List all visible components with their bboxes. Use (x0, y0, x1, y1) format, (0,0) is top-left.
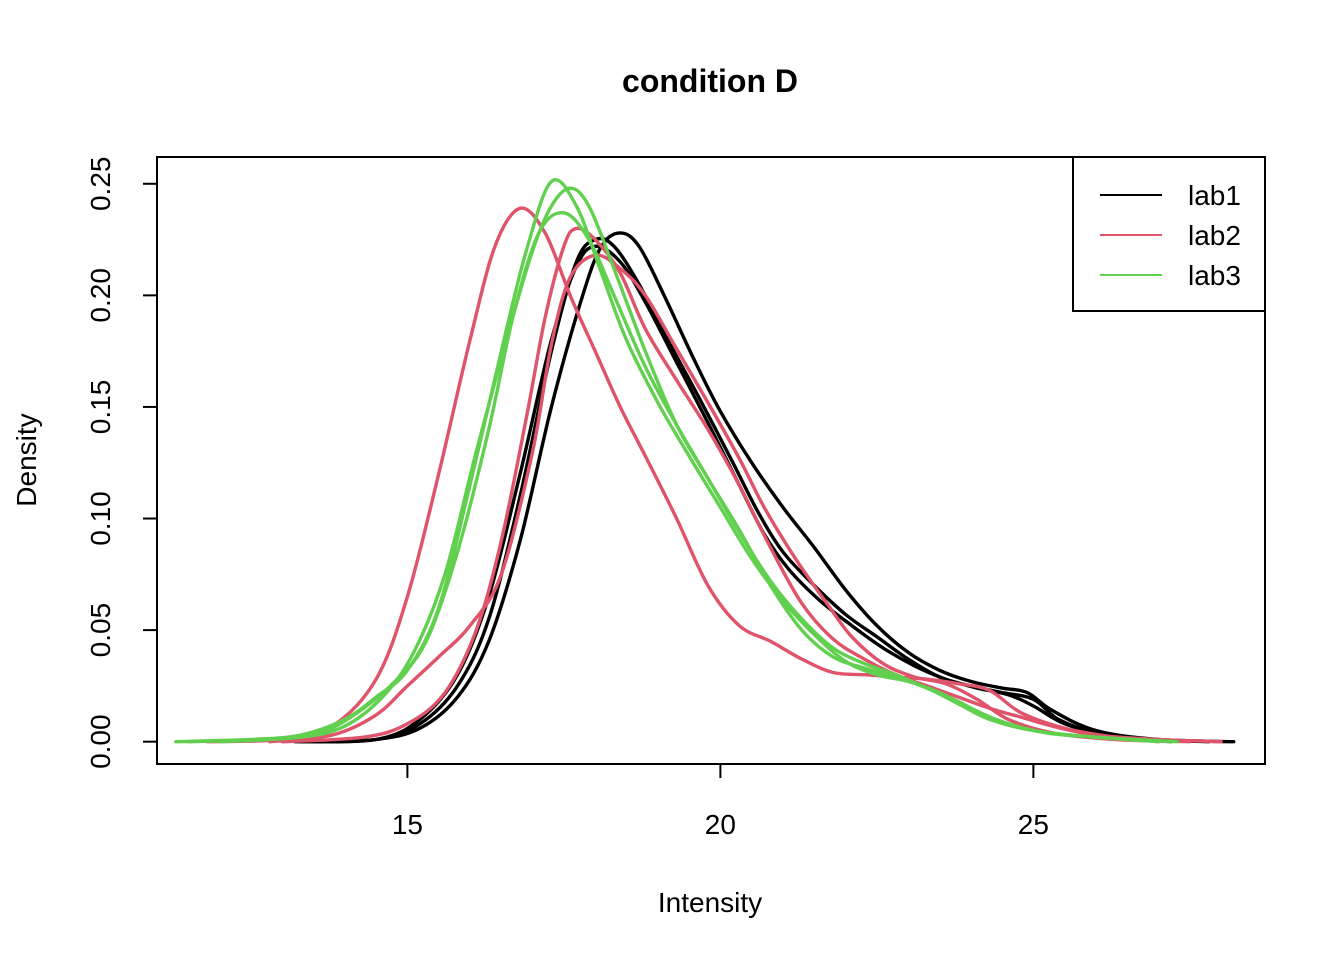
legend-label-lab1: lab1 (1188, 180, 1241, 211)
density-line-lab3-8 (186, 210, 1161, 744)
y-tick-label: 0.10 (85, 491, 116, 546)
density-curves (174, 178, 1236, 744)
x-tick-label: 20 (705, 809, 736, 840)
y-tick-label: 0.05 (85, 603, 116, 658)
density-line-lab3-7 (174, 178, 1173, 744)
y-tick-label: 0.00 (85, 714, 116, 769)
y-tick-label: 0.25 (85, 157, 116, 212)
x-tick-label: 25 (1018, 809, 1049, 840)
x-tick-label: 15 (392, 809, 423, 840)
y-axis-label: Density (11, 413, 42, 506)
y-axis: 0.00 0.05 0.10 0.15 0.20 0.25 (85, 157, 158, 769)
chart-title: condition D (622, 63, 798, 99)
density-line-lab1-2 (311, 231, 1236, 744)
density-line-lab2-5 (268, 253, 1192, 744)
density-line-lab3-9 (217, 186, 1180, 744)
density-line-lab2-6 (280, 226, 1223, 744)
density-line-lab2-4 (205, 206, 1161, 744)
legend: lab1 lab2 lab3 (1072, 156, 1266, 312)
x-axis-label: Intensity (658, 887, 762, 918)
legend-label-lab3: lab3 (1188, 260, 1241, 291)
x-axis: 15 20 25 (392, 763, 1049, 840)
y-tick-label: 0.15 (85, 380, 116, 435)
legend-label-lab2: lab2 (1188, 220, 1241, 251)
y-tick-label: 0.20 (85, 268, 116, 323)
